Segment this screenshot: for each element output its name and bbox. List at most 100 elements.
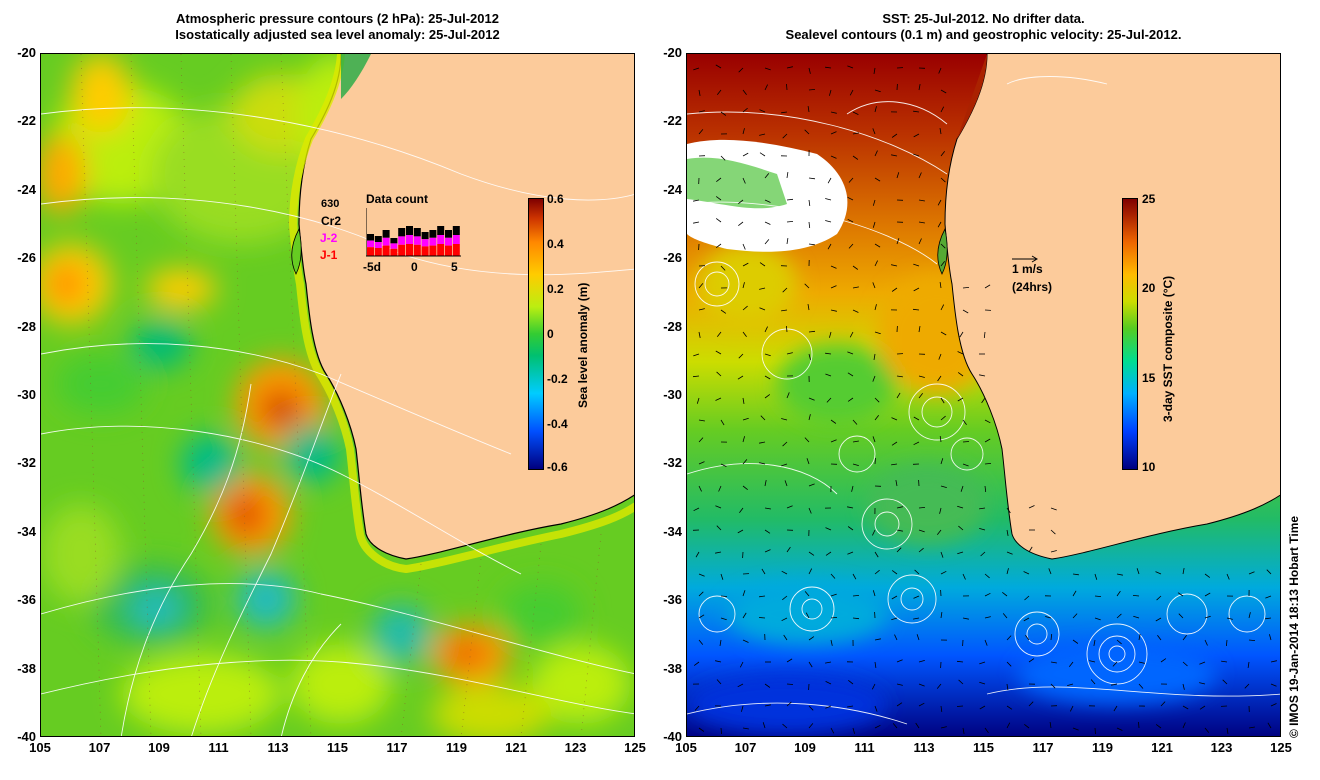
velocity-arrow [851, 485, 854, 492]
velocity-arrow [960, 485, 964, 492]
velocity-arrow [852, 286, 859, 289]
velocity-arrow [715, 551, 722, 554]
velocity-arrow [918, 660, 925, 663]
velocity-arrow [940, 261, 946, 267]
velocity-arrow [1221, 660, 1228, 663]
left-y-tick: -20 [17, 45, 36, 60]
velocity-arrow [698, 89, 701, 96]
velocity-arrow [847, 351, 854, 355]
sla-colorbar [528, 198, 544, 470]
velocity-arrow [913, 133, 920, 138]
velocity-arrow [1050, 633, 1053, 641]
left-x-tick: 119 [446, 740, 467, 755]
velocity-arrow [1072, 590, 1077, 597]
velocity-key-label: 1 m/s [1012, 262, 1043, 276]
velocity-arrow [830, 155, 837, 159]
velocity-arrow [784, 480, 788, 487]
velocity-arrow [849, 331, 854, 338]
velocity-arrow [830, 419, 837, 424]
velocity-arrow [698, 591, 704, 597]
velocity-arrow [808, 636, 815, 641]
velocity-arrow [940, 150, 946, 157]
velocity-arrow [936, 683, 942, 689]
velocity-arrow [827, 177, 832, 184]
sla-cb-tick-0.2: 0.2 [547, 282, 564, 296]
velocity-arrow [892, 723, 898, 729]
sla-cb-tick-0.6: 0.6 [547, 192, 564, 206]
inset-bar-segment [421, 239, 429, 247]
sla-cb-tick-0.4: 0.4 [547, 237, 564, 251]
velocity-arrow [830, 639, 833, 646]
velocity-arrow [940, 397, 945, 404]
inset-bar-segment [390, 238, 398, 244]
inset-bar-segment [445, 245, 452, 256]
velocity-arrow [852, 463, 859, 466]
left-title: Atmospheric pressure contours (2 hPa): 2… [40, 11, 635, 43]
velocity-arrow [737, 375, 744, 380]
velocity-arrow [1204, 615, 1211, 619]
velocity-arrow [761, 568, 766, 575]
sst-cb-tick-15: 15 [1142, 371, 1156, 385]
velocity-arrow [984, 592, 991, 597]
velocity-arrow [786, 505, 793, 509]
velocity-arrow [1050, 661, 1057, 664]
left-y-tick: -32 [17, 455, 36, 471]
velocity-arrow [1226, 727, 1229, 734]
velocity-arrow [957, 397, 964, 402]
velocity-arrow [874, 106, 877, 113]
australia-land-right [945, 54, 1280, 559]
velocity-arrow [1265, 617, 1272, 620]
velocity-arrow [1094, 617, 1101, 621]
velocity-arrow [716, 679, 722, 685]
right-y-tick: -30 [663, 387, 682, 402]
velocity-arrow [957, 551, 964, 555]
velocity-arrow [1204, 727, 1210, 733]
right-x-tick: 113 [913, 740, 935, 755]
velocity-arrow [781, 111, 788, 114]
velocity-arrow [1094, 573, 1098, 580]
velocity-arrow [918, 221, 925, 224]
velocity-arrow [874, 569, 880, 575]
velocity-arrow [916, 634, 920, 641]
velocity-arrow [1116, 727, 1123, 731]
left-x-tick: 113 [267, 740, 289, 755]
velocity-arrow [738, 221, 744, 227]
inset-bar-segment [406, 244, 413, 256]
left-x-tick: 125 [624, 740, 646, 755]
velocity-arrow [808, 661, 813, 668]
velocity-arrow [1266, 569, 1272, 575]
velocity-arrow [742, 590, 746, 597]
velocity-arrow [1028, 701, 1034, 707]
velocity-arrow [940, 485, 947, 488]
velocity-arrow [891, 154, 898, 157]
sst-cb-tick-10: 10 [1142, 460, 1156, 474]
velocity-arrow [742, 436, 745, 443]
velocity-arrow [940, 331, 947, 336]
velocity-arrow [1138, 661, 1145, 664]
velocity-arrow [958, 679, 964, 685]
right-y-tick: -24 [663, 181, 682, 197]
velocity-arrow [1226, 573, 1230, 580]
imos-credit: © IMOS 19-Jan-2014 18:13 Hobart Time [1287, 515, 1301, 738]
velocity-arrow [1002, 591, 1008, 597]
data-count-bars [366, 208, 461, 257]
velocity-arrow [720, 111, 727, 116]
velocity-arrow [1270, 683, 1277, 687]
inset-bar-segment [406, 226, 413, 235]
velocity-arrow [715, 350, 722, 355]
velocity-arrow [759, 462, 766, 465]
velocity-arrow [1006, 661, 1012, 667]
velocity-arrow [1113, 705, 1118, 712]
velocity-arrow [940, 551, 944, 558]
velocity-arrow [738, 199, 744, 205]
velocity-arrow [764, 173, 770, 179]
velocity-arrow [716, 177, 722, 183]
velocity-arrow [956, 705, 964, 707]
velocity-arrow [693, 661, 700, 666]
velocity-arrow [873, 353, 876, 360]
australia-land [299, 54, 634, 559]
velocity-arrow [698, 614, 705, 619]
inset-bar-segment [390, 248, 398, 256]
velocity-arrow [764, 353, 771, 357]
velocity-arrow [1226, 617, 1233, 620]
